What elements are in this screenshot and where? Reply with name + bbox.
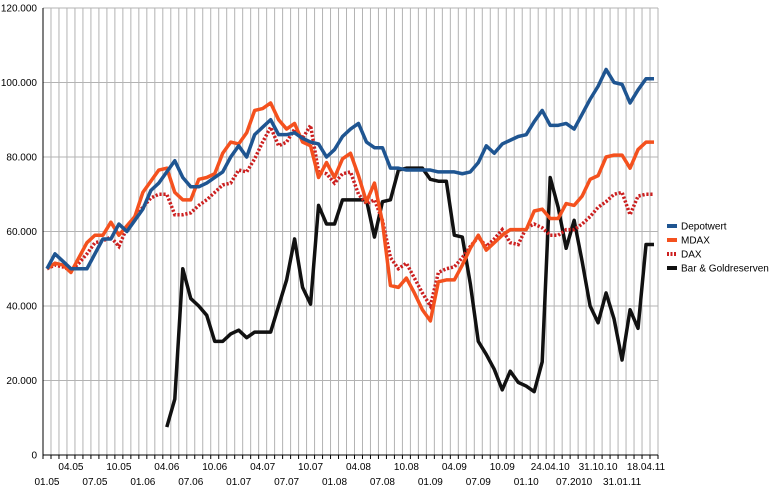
series-lines [45,67,655,428]
series-line-mdax [45,101,655,323]
axes: 0 20.000 40.000 60.000 80.000 100.000 120.000 0… [1,4,666,489]
legend-label: Depotwert [681,222,727,233]
y-tick-label: 40.000 [6,302,37,313]
x-tick-label: 07.2010 [556,477,593,488]
x-tick-label: 01.05 [34,477,59,488]
x-tick-label: 01.06 [130,477,155,488]
y-tick-label: 60.000 [6,227,37,238]
y-tick-label: 80.000 [6,153,37,164]
series-line-depotwert [45,67,655,271]
x-tick-label: 04.09 [442,462,467,473]
x-tick-label: 07.07 [274,477,299,488]
x-tick-label: 01.10 [514,477,539,488]
x-tick-label: 04.05 [58,462,83,473]
x-tick-label: 18.04.11 [627,462,666,473]
x-tick-label: 31.01.11 [603,477,642,488]
x-tick-label: 04.06 [154,462,179,473]
x-tick-label: 07.09 [466,477,491,488]
legend: Depotwert MDAX DAX Bar & Goldreserven [667,222,769,275]
x-tick-label: 07.06 [178,477,203,488]
x-tick-label: 04.08 [346,462,371,473]
x-tick-label: 24.04.10 [531,462,570,473]
y-tick-label: 120.000 [1,4,38,15]
x-tick-label: 10.07 [298,462,323,473]
x-tick-label: 04.07 [250,462,275,473]
x-tick-label: 10.09 [490,462,515,473]
x-tick-label: 10.06 [202,462,227,473]
y-tick-label: 0 [31,451,37,462]
x-tick-label: 31.10.10 [579,462,618,473]
x-tick-label: 10.08 [394,462,419,473]
legend-label: DAX [681,250,702,261]
x-tick-label: 07.05 [82,477,107,488]
legend-label: MDAX [681,236,710,247]
x-tick-label: 01.07 [226,477,251,488]
y-tick-label: 100.000 [1,78,38,89]
y-tick-label: 20.000 [6,376,37,387]
legend-label: Bar & Goldreserven [681,264,769,275]
x-tick-label: 01.08 [322,477,347,488]
x-tick-label: 07.08 [370,477,395,488]
x-tick-label: 10.05 [106,462,131,473]
x-tick-label: 01.09 [418,477,443,488]
series-line-bar-goldreserven [165,166,655,428]
